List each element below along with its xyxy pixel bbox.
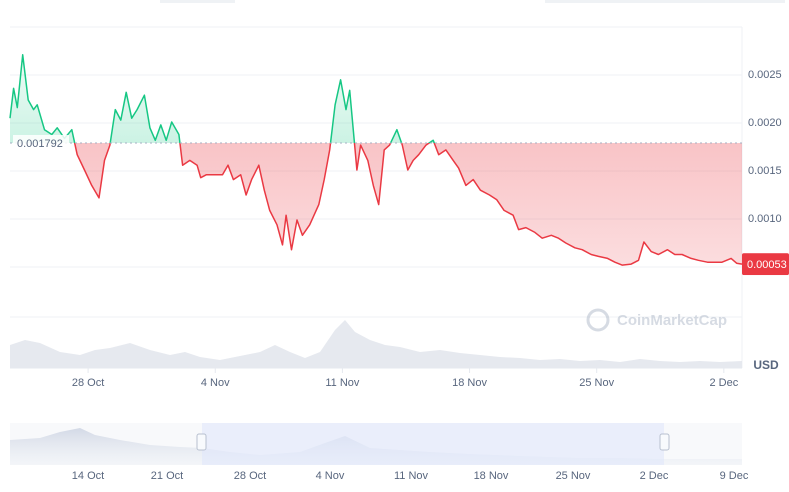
navigator-label: 14 Oct bbox=[72, 470, 104, 482]
y-tick-label: 0.0025 bbox=[748, 69, 782, 81]
navigator-selection[interactable] bbox=[202, 423, 664, 465]
watermark-logo bbox=[586, 308, 610, 332]
current-price-label: 0.00053 bbox=[747, 259, 787, 271]
price-area bbox=[10, 54, 742, 266]
y-tick-label: 0.0020 bbox=[748, 117, 782, 129]
x-tick-label: 25 Nov bbox=[579, 377, 614, 389]
navigator-area bbox=[10, 428, 742, 465]
x-tick-label: 4 Nov bbox=[201, 377, 230, 389]
navigator-label: 21 Oct bbox=[151, 470, 183, 482]
x-tick-label: 18 Nov bbox=[452, 377, 487, 389]
y-tick-label: 0.0015 bbox=[748, 165, 782, 177]
current-price-tag: 0.00053 bbox=[742, 253, 789, 276]
navigator-handle-right[interactable] bbox=[659, 433, 670, 451]
baseline-label-bg bbox=[13, 134, 69, 151]
navigator-label: 11 Nov bbox=[394, 470, 429, 482]
watermark: CoinMarketCap bbox=[586, 308, 727, 332]
navigator-label: 25 Nov bbox=[556, 470, 591, 482]
tab-hint bbox=[160, 0, 235, 3]
navigator-label: 28 Oct bbox=[234, 470, 266, 482]
watermark-text: CoinMarketCap bbox=[617, 312, 727, 329]
tab-hint bbox=[545, 0, 785, 3]
x-tick-label: 11 Nov bbox=[325, 377, 360, 389]
price-line bbox=[9, 54, 743, 266]
volume-area bbox=[10, 320, 742, 368]
y-unit: USD bbox=[753, 358, 779, 372]
x-tick-label: 28 Oct bbox=[72, 377, 104, 389]
baseline-label: 0.001792 bbox=[17, 138, 63, 150]
navigator-label: 2 Dec bbox=[640, 470, 669, 482]
current-price-bg bbox=[742, 253, 789, 276]
navigator-label: 18 Nov bbox=[474, 470, 509, 482]
y-tick-label: 0.0010 bbox=[748, 213, 782, 225]
x-tick-label: 2 Dec bbox=[709, 377, 738, 389]
navigator-handle-left[interactable] bbox=[196, 433, 207, 451]
navigator-label: 9 Dec bbox=[720, 470, 749, 482]
navigator-label: 4 Nov bbox=[316, 470, 345, 482]
